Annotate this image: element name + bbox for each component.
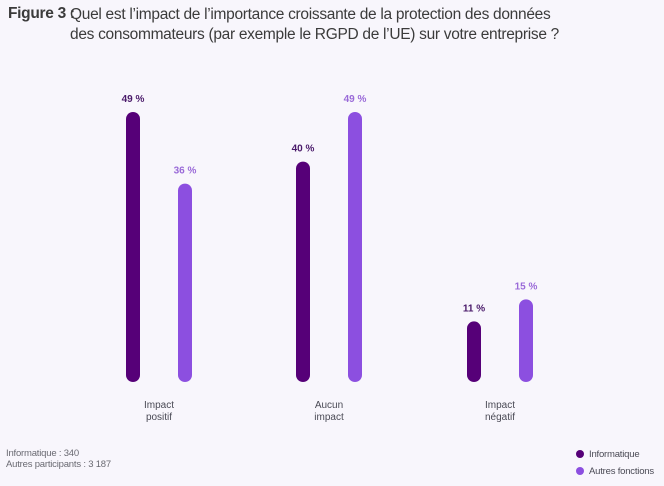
value-label: 40 % — [292, 144, 315, 155]
legend-label-autres: Autres fonctions — [589, 465, 654, 477]
sample-size-note: Informatique : 340 Autres participants :… — [6, 448, 111, 470]
sample-size-autres: Autres participants : 3 187 — [6, 459, 111, 470]
legend: Informatique Autres fonctions — [576, 447, 654, 481]
category-label: positif — [146, 412, 172, 423]
value-label: 36 % — [174, 166, 197, 177]
legend-swatch-informatique — [576, 450, 584, 458]
category-label: négatif — [485, 412, 515, 423]
value-label: 11 % — [463, 303, 485, 314]
legend-item-informatique: Informatique — [576, 447, 654, 461]
category-label: Impact — [144, 400, 174, 411]
value-label: 15 % — [515, 281, 538, 292]
bar-autres-0 — [178, 183, 192, 382]
bar-autres-1 — [348, 112, 362, 382]
legend-label-informatique: Informatique — [589, 448, 640, 460]
bar-informatique-0 — [126, 112, 140, 382]
category-label: impact — [314, 412, 344, 423]
value-label: 49 % — [122, 94, 145, 105]
legend-swatch-autres — [576, 467, 584, 475]
value-label: 49 % — [344, 94, 367, 105]
legend-item-autres: Autres fonctions — [576, 464, 654, 478]
category-label: Aucun — [315, 400, 343, 411]
bar-informatique-2 — [467, 321, 481, 382]
bar-autres-2 — [519, 299, 533, 382]
category-label: Impact — [485, 400, 515, 411]
figure-title: Quel est l’impact de l’importance croiss… — [70, 6, 559, 43]
figure-label: Figure 3 : — [8, 5, 75, 22]
bar-informatique-1 — [296, 161, 310, 382]
sample-size-informatique: Informatique : 340 — [6, 448, 79, 459]
